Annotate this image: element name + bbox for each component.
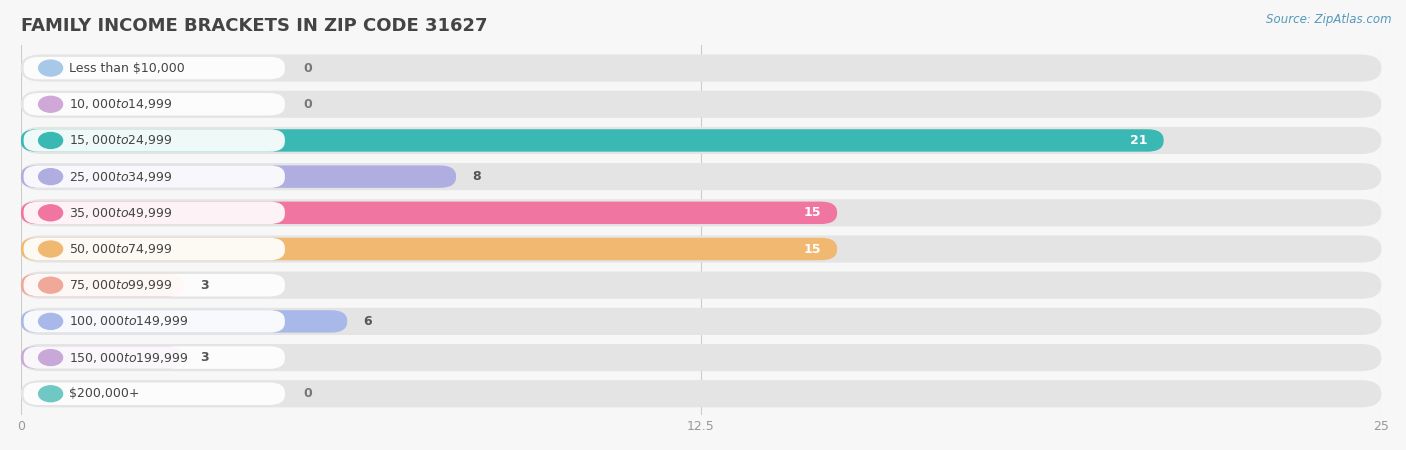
Text: $35,000 to $49,999: $35,000 to $49,999	[69, 206, 172, 220]
FancyBboxPatch shape	[21, 380, 1382, 407]
FancyBboxPatch shape	[24, 202, 285, 224]
Circle shape	[38, 386, 63, 402]
Text: $200,000+: $200,000+	[69, 387, 139, 400]
FancyBboxPatch shape	[21, 235, 1382, 263]
Text: 15: 15	[803, 243, 821, 256]
Circle shape	[38, 169, 63, 184]
FancyBboxPatch shape	[24, 346, 285, 369]
FancyBboxPatch shape	[21, 308, 1382, 335]
Text: 0: 0	[304, 62, 312, 75]
Circle shape	[38, 277, 63, 293]
Text: Source: ZipAtlas.com: Source: ZipAtlas.com	[1267, 14, 1392, 27]
FancyBboxPatch shape	[21, 272, 1382, 299]
FancyBboxPatch shape	[21, 199, 1382, 226]
Text: $75,000 to $99,999: $75,000 to $99,999	[69, 278, 172, 292]
FancyBboxPatch shape	[24, 93, 285, 116]
FancyBboxPatch shape	[21, 310, 347, 333]
Text: 3: 3	[200, 279, 209, 292]
Text: 8: 8	[472, 170, 481, 183]
Text: 0: 0	[304, 98, 312, 111]
Text: 0: 0	[304, 387, 312, 400]
FancyBboxPatch shape	[21, 238, 837, 260]
Text: $100,000 to $149,999: $100,000 to $149,999	[69, 315, 188, 328]
FancyBboxPatch shape	[21, 129, 1164, 152]
Text: $10,000 to $14,999: $10,000 to $14,999	[69, 97, 172, 111]
FancyBboxPatch shape	[21, 54, 1382, 81]
FancyBboxPatch shape	[24, 166, 285, 188]
Text: $25,000 to $34,999: $25,000 to $34,999	[69, 170, 172, 184]
Text: $150,000 to $199,999: $150,000 to $199,999	[69, 351, 188, 364]
Text: 21: 21	[1130, 134, 1147, 147]
Circle shape	[38, 60, 63, 76]
FancyBboxPatch shape	[24, 129, 285, 152]
Circle shape	[38, 96, 63, 112]
Circle shape	[38, 132, 63, 148]
Circle shape	[38, 350, 63, 365]
FancyBboxPatch shape	[24, 274, 285, 297]
FancyBboxPatch shape	[24, 382, 285, 405]
Text: FAMILY INCOME BRACKETS IN ZIP CODE 31627: FAMILY INCOME BRACKETS IN ZIP CODE 31627	[21, 17, 486, 35]
FancyBboxPatch shape	[21, 166, 456, 188]
Text: 3: 3	[200, 351, 209, 364]
FancyBboxPatch shape	[24, 310, 285, 333]
Text: Less than $10,000: Less than $10,000	[69, 62, 184, 75]
FancyBboxPatch shape	[21, 202, 837, 224]
FancyBboxPatch shape	[21, 127, 1382, 154]
FancyBboxPatch shape	[24, 238, 285, 260]
Text: 15: 15	[803, 207, 821, 219]
FancyBboxPatch shape	[21, 163, 1382, 190]
FancyBboxPatch shape	[21, 274, 184, 297]
Text: $15,000 to $24,999: $15,000 to $24,999	[69, 134, 172, 148]
Circle shape	[38, 241, 63, 257]
FancyBboxPatch shape	[21, 346, 184, 369]
Text: $50,000 to $74,999: $50,000 to $74,999	[69, 242, 172, 256]
FancyBboxPatch shape	[21, 344, 1382, 371]
Circle shape	[38, 313, 63, 329]
Text: 6: 6	[364, 315, 373, 328]
FancyBboxPatch shape	[21, 91, 1382, 118]
Circle shape	[38, 205, 63, 221]
FancyBboxPatch shape	[24, 57, 285, 79]
